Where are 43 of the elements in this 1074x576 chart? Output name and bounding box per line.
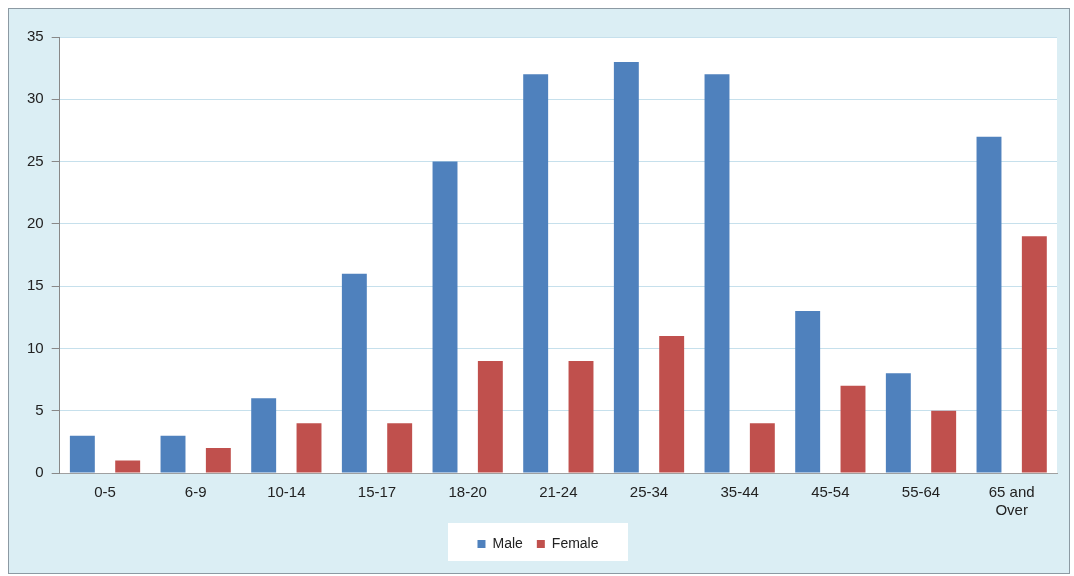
y-tick-label: 10 [27, 338, 44, 356]
bar [795, 311, 821, 473]
x-tick-label: 10-14 [267, 483, 306, 501]
bar [976, 136, 1002, 473]
bar [659, 335, 685, 473]
bar [568, 360, 594, 473]
bar [523, 74, 549, 473]
bar [749, 423, 775, 473]
x-tick-label: 21-24 [539, 483, 578, 501]
bar [931, 410, 957, 473]
bar [885, 373, 911, 473]
x-tick-label: 55-64 [901, 483, 941, 501]
y-tick-label: 0 [35, 463, 44, 481]
x-tick-label: 15-17 [357, 483, 397, 501]
bar [115, 460, 141, 473]
y-tick-label: 35 [27, 27, 44, 45]
y-tick-label: 15 [27, 276, 44, 294]
bar [840, 385, 866, 473]
x-tick-label: 35-44 [720, 483, 759, 501]
legend-label: Male [492, 534, 524, 551]
bar [387, 423, 413, 473]
bar [613, 61, 639, 473]
bar [296, 423, 322, 473]
bar [69, 435, 95, 473]
legend-label: Female [551, 534, 599, 551]
x-tick-label: 65 and Over [988, 483, 1035, 519]
x-tick-label: 18-20 [448, 483, 487, 501]
x-tick-label: 25-34 [629, 483, 669, 501]
y-tick-label: 25 [27, 151, 44, 169]
bar [251, 398, 277, 473]
bar [432, 161, 458, 473]
bar [477, 360, 503, 473]
bar [160, 435, 186, 473]
y-tick-label: 20 [27, 214, 44, 231]
x-tick-label: 0-5 [94, 483, 116, 501]
bar [1021, 236, 1047, 473]
x-tick-label: 45-54 [811, 483, 850, 501]
y-tick-label: 30 [27, 89, 44, 107]
bar [341, 273, 367, 473]
bar [704, 74, 730, 473]
bar [205, 448, 231, 473]
y-tick-label: 5 [35, 400, 44, 418]
x-tick-label: 6-9 [184, 483, 207, 501]
